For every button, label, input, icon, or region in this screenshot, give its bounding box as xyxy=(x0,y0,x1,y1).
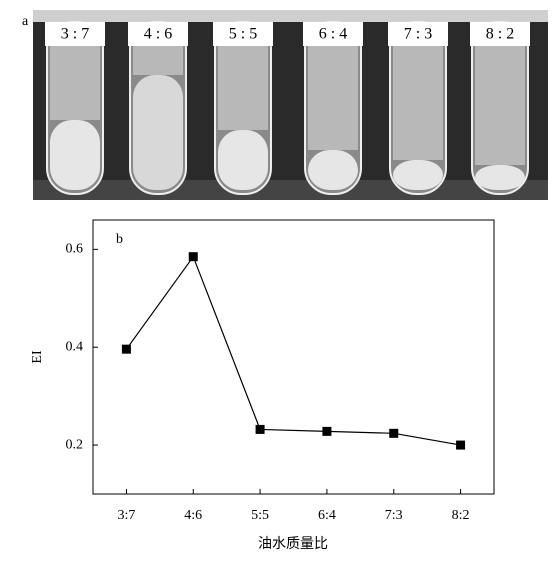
tube-label-bg xyxy=(388,22,448,46)
y-axis-label: EI xyxy=(30,350,45,364)
tube-lower xyxy=(50,120,100,190)
x-tick-label: 4:6 xyxy=(184,508,202,523)
tube-label: 8 : 2 xyxy=(486,26,514,43)
tube-label-bg xyxy=(213,22,273,46)
tube-lower xyxy=(133,75,183,190)
plot-frame xyxy=(92,219,495,495)
y-tick-label: 0.4 xyxy=(66,339,84,354)
tube-upper xyxy=(133,45,183,75)
x-tick-label: 8:2 xyxy=(452,508,470,523)
tube-label: 5 : 5 xyxy=(229,26,257,43)
tubes: 3 : 7 4 : 6 5 : 5 6 : 4 7 : 3 8 : 2 xyxy=(45,21,530,195)
tube-label: 6 : 4 xyxy=(319,26,347,43)
marker xyxy=(188,252,198,262)
tube-lower xyxy=(218,130,268,190)
tube-upper xyxy=(308,45,358,150)
tube-label-bg xyxy=(128,22,188,46)
tube-label: 3 : 7 xyxy=(61,26,89,43)
marker xyxy=(322,426,332,436)
tube-lower xyxy=(475,165,525,190)
photo-rack xyxy=(33,180,548,200)
tube-label-bg xyxy=(470,22,530,46)
tube-label: 4 : 6 xyxy=(144,26,172,43)
y-tick-label: 0.6 xyxy=(66,242,84,257)
data-line xyxy=(125,255,461,446)
marker xyxy=(255,424,265,434)
tube-upper xyxy=(218,45,268,130)
panel-label-a: a xyxy=(22,14,29,29)
x-tick-label: 3:7 xyxy=(117,508,135,523)
x-tick-label: 7:3 xyxy=(385,508,403,523)
x-axis-label: 油水质量比 xyxy=(258,536,328,552)
tube-lower xyxy=(308,150,358,190)
tube-lower xyxy=(393,160,443,190)
y-tick-label: 0.2 xyxy=(66,437,84,452)
tube-upper xyxy=(475,45,525,165)
marker xyxy=(456,440,466,450)
photo-background xyxy=(33,10,548,200)
marker xyxy=(389,428,399,438)
marker xyxy=(121,344,131,354)
x-tick-label: 6:4 xyxy=(318,508,336,523)
tube-label: 7 : 3 xyxy=(404,26,432,43)
photo-top-edge xyxy=(33,10,548,22)
tube-upper xyxy=(393,45,443,160)
x-tick-label: 5:5 xyxy=(251,508,269,523)
tube-label-bg xyxy=(45,22,105,46)
panel-label-b: b xyxy=(116,232,123,247)
tube-label-bg xyxy=(303,22,363,46)
tube-upper xyxy=(50,45,100,120)
